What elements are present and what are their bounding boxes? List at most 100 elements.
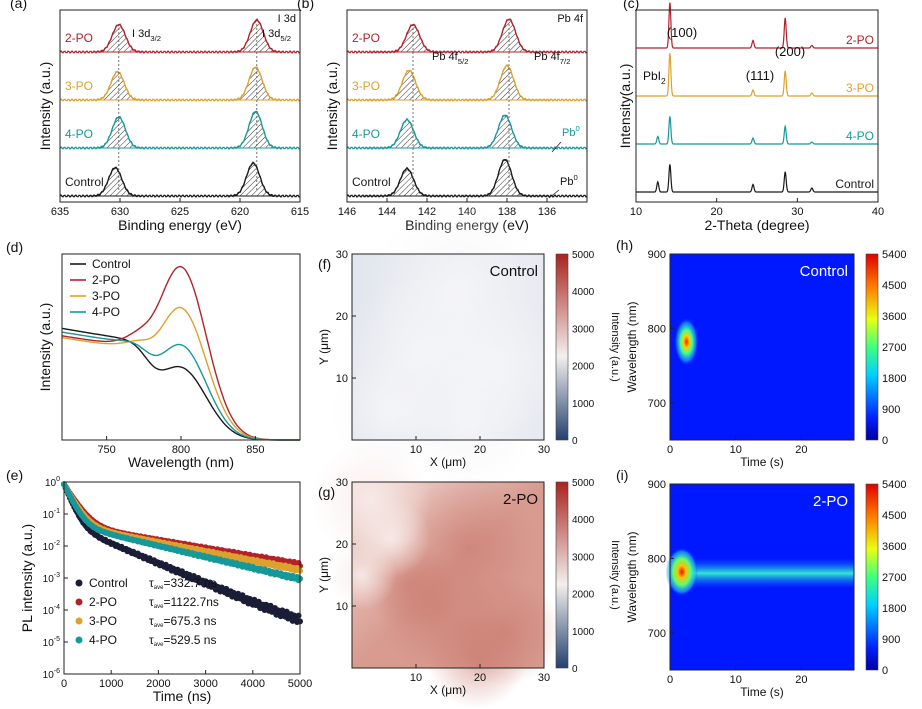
e-legend-tau: τave=332.7 ns <box>149 576 216 591</box>
e-legend-marker-3-PO <box>75 617 83 625</box>
a-series-label: 4-PO <box>65 127 93 141</box>
h-colorbar-tick: 1800 <box>882 373 906 385</box>
i-colorbar-tick: 2700 <box>882 572 906 584</box>
i-colorbar-tick: 1800 <box>882 603 906 615</box>
a-peak1-annotation-sub: 3/2 <box>150 34 161 43</box>
c-xtick-label: 10 <box>630 206 642 218</box>
b-series-label: 2-PO <box>352 31 380 45</box>
e-ytick-label-main: 10 <box>43 638 55 649</box>
e-tau-sub: ave <box>154 585 164 591</box>
h-colorbar-tick: 900 <box>882 404 900 416</box>
e-tau-symbol: τ <box>149 633 154 647</box>
b-Control-fit-peak <box>461 158 549 197</box>
a-4-PO-fit-peak <box>229 110 282 149</box>
b-peak2-annotation-sub: 7/2 <box>560 57 571 66</box>
b-peak1-annotation-main: Pb 4f <box>432 51 459 63</box>
c-series-3-PO <box>636 53 878 97</box>
g-y-axis-label: Y (μm) <box>317 557 331 593</box>
f-colorbar-tick: 3000 <box>572 324 595 335</box>
f-xtick-label: 20 <box>474 444 486 456</box>
f-ytick-label: 30 <box>336 249 348 261</box>
f-colorbar <box>555 253 569 441</box>
a-3-PO-fit-peak <box>91 71 144 101</box>
i-x-axis-label: Time (s) <box>740 685 784 699</box>
b-y-axis-label: Intensity (a.u.) <box>324 62 340 151</box>
h-ytick-label: 800 <box>648 323 666 335</box>
e-legend-name: 4-PO <box>89 633 117 647</box>
c-series-label: 3-PO <box>846 81 874 95</box>
b-series-Control <box>346 159 588 198</box>
f-xtick-label: 30 <box>538 444 550 456</box>
h-xtick-label: 20 <box>795 444 807 456</box>
g-ytick-label: 10 <box>336 601 348 613</box>
b-plot-frame <box>346 9 588 203</box>
b-xtick-label: 144 <box>378 206 396 218</box>
i-colorbar-tick: 3600 <box>882 541 906 553</box>
a-peak2-annotation-sub: 5/2 <box>280 34 291 43</box>
g-heatmap-image <box>311 440 561 709</box>
i-plot-frame <box>669 483 855 671</box>
a-xtick-label: 635 <box>51 206 69 218</box>
e-xtick-label: 1000 <box>99 678 123 690</box>
g-colorbar-label: Intensity (a.u.) <box>609 540 621 610</box>
h-sample-label: Control <box>800 263 848 280</box>
e-ytick-label-main: 10 <box>43 606 55 617</box>
f-heatmap-image <box>330 201 566 492</box>
a-series-label: Control <box>65 175 104 189</box>
h-colorbar <box>865 253 879 441</box>
i-sample-label: 2-PO <box>813 493 848 510</box>
a-peak2-annotation: I 3d5/2 <box>262 28 291 43</box>
g-heatmap-region <box>326 540 397 610</box>
a-xtick-label: 615 <box>291 206 309 218</box>
e-tau-symbol: τ <box>149 576 154 590</box>
a-title: I 3d <box>278 13 296 25</box>
c-xtick-label: 20 <box>711 206 723 218</box>
a-series-Control <box>59 161 301 198</box>
c-pbi2-label: PbI2 <box>643 69 666 86</box>
g-ytick-label: 30 <box>336 477 348 489</box>
a-series-2-PO <box>59 18 301 54</box>
e-ytick-label: 100 <box>45 476 60 489</box>
c-series-label: 2-PO <box>846 33 874 47</box>
e-series-4-PO <box>61 481 303 584</box>
a-peak1-annotation-main: I 3d <box>132 28 150 40</box>
g-plot-frame <box>351 481 545 669</box>
a-y-axis-label: Intensity (a.u.) <box>37 62 53 151</box>
h-emission-hotspot <box>674 317 699 366</box>
b-series-2-PO <box>346 18 588 54</box>
c-series-2-PO <box>636 2 878 49</box>
a-series-label: 2-PO <box>65 31 93 45</box>
b-series-4-PO <box>346 114 588 150</box>
f-colorbar-label: Intensity (a.u.) <box>609 312 621 382</box>
h-colorbar-tick: 0 <box>882 435 888 447</box>
g-colorbar-tick: 5000 <box>572 478 595 489</box>
f-x-axis-label: X (μm) <box>430 455 466 469</box>
i-colorbar-tick: 0 <box>882 665 888 677</box>
i-ytick-label: 700 <box>648 628 666 640</box>
i-panel-label: (i) <box>616 467 628 483</box>
a-xtick-label: 625 <box>171 206 189 218</box>
d-legend-label: 3-PO <box>92 289 120 303</box>
i-xtick-label: 20 <box>795 674 807 686</box>
c-y-axis-label: Intensity(a.u.) <box>617 64 633 149</box>
e-tau-symbol: τ <box>149 595 154 609</box>
e-ytick-label: 10-3 <box>43 572 60 585</box>
e-tau-symbol: τ <box>149 614 154 628</box>
e-tau-sub: ave <box>154 623 164 629</box>
g-xtick-label: 20 <box>474 672 486 684</box>
b-panel-label: (b) <box>297 0 314 11</box>
i-heatmap-image <box>665 484 854 670</box>
i-ytick-label: 800 <box>648 553 666 565</box>
i-xtick-label: 10 <box>730 674 742 686</box>
f-colorbar-tick: 0 <box>572 436 578 447</box>
a-peak1-annotation: I 3d3/2 <box>132 28 161 43</box>
f-colorbar-tick: 5000 <box>572 250 595 261</box>
a-xtick-label: 630 <box>111 206 129 218</box>
b-xtick-label: 146 <box>338 206 356 218</box>
h-plot-frame <box>669 253 855 441</box>
e-xtick-label: 5000 <box>288 678 312 690</box>
b-xtick-label: 136 <box>538 206 556 218</box>
g-colorbar-tick: 1000 <box>572 627 595 638</box>
a-peak2-annotation-main: I 3d <box>262 28 280 40</box>
